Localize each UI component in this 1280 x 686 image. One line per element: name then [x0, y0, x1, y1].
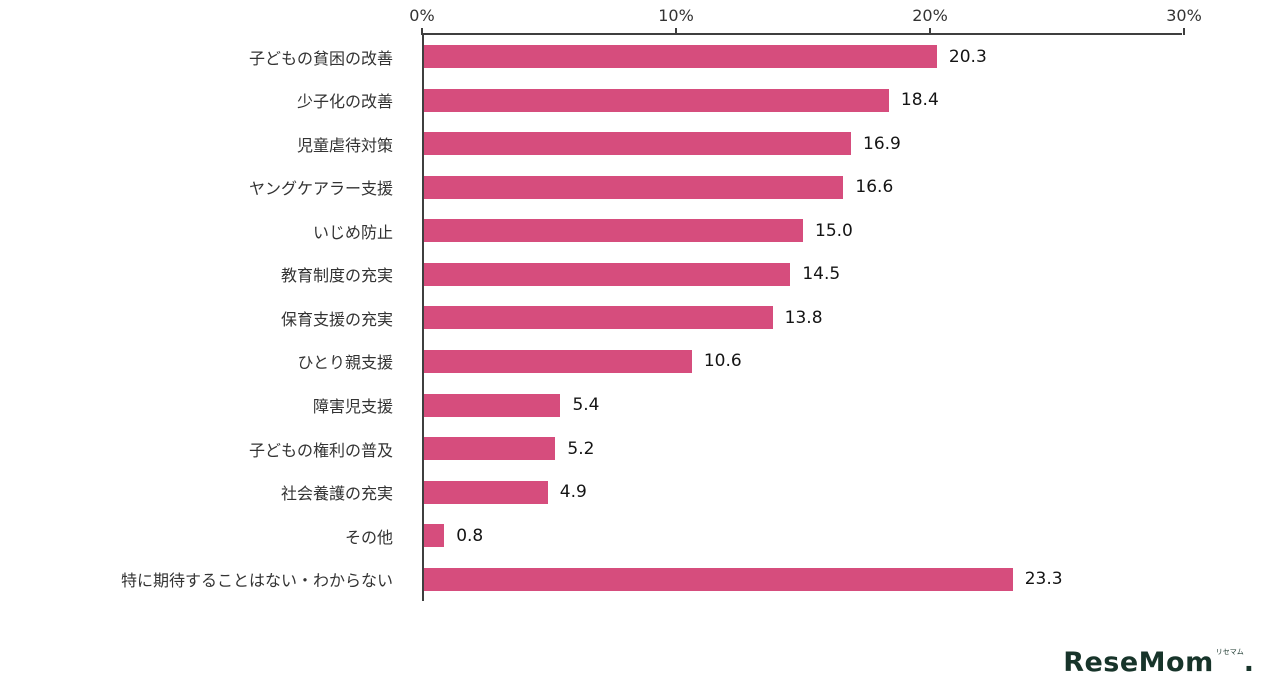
bar	[424, 262, 791, 286]
chart-row: 13.8	[424, 296, 1182, 340]
bar	[424, 480, 548, 504]
chart-row: 16.9	[424, 122, 1182, 166]
bar	[424, 393, 561, 417]
chart-row: 14.5	[424, 253, 1182, 297]
bar	[424, 349, 692, 373]
chart-row: 15.0	[424, 209, 1182, 253]
category-label: いじめ防止	[312, 222, 393, 242]
bar	[424, 88, 889, 112]
x-axis: 0% 10% 20% 30%	[409, 0, 1202, 35]
bar	[424, 567, 1013, 591]
bar-value-label: 13.8	[784, 307, 823, 328]
category-label: 教育制度の充実	[280, 266, 393, 286]
category-label: 特に期待することはない・わからない	[120, 571, 393, 591]
bar	[424, 306, 773, 330]
category-label: 子どもの貧困の改善	[248, 48, 393, 68]
x-tick-label: 30%	[1166, 6, 1202, 25]
resemom-logo-dot: .	[1243, 647, 1254, 678]
category-label: 保育支援の充実	[280, 309, 393, 329]
resemom-logo-text: ReseMom	[1063, 647, 1214, 678]
bar-value-label: 18.4	[900, 90, 939, 111]
category-label: ひとり親支援	[297, 353, 393, 373]
bar-value-label: 23.3	[1024, 569, 1063, 590]
chart-row: 5.4	[424, 383, 1182, 427]
bar	[424, 45, 937, 69]
category-label: その他	[344, 527, 393, 547]
category-label: 社会養護の充実	[280, 484, 393, 504]
x-tick-mark	[675, 28, 677, 35]
bar-value-label: 20.3	[948, 46, 987, 67]
x-tick-label: 10%	[658, 6, 694, 25]
chart-row: 18.4	[424, 79, 1182, 123]
chart-row: 16.6	[424, 166, 1182, 210]
bar-value-label: 14.5	[802, 264, 841, 285]
bar-value-label: 15.0	[815, 220, 853, 241]
bar-value-label: 5.2	[567, 438, 595, 459]
category-label: ヤングケアラー支援	[248, 179, 393, 199]
x-tick-mark	[1183, 28, 1185, 35]
bar	[424, 132, 851, 156]
bar-value-label: 0.8	[456, 525, 484, 546]
bar-value-label: 5.4	[572, 395, 600, 416]
bar-value-label: 10.6	[703, 351, 742, 372]
category-label: 児童虐待対策	[296, 135, 393, 155]
category-label: 障害児支援	[312, 397, 393, 417]
plot-area: 20.3 18.4 16.9 16.6 15.0 14.5 13.8 10.6 5.4 5.2 4.…	[422, 33, 1182, 601]
resemom-logo: ReseMom リセマム.	[1063, 647, 1254, 678]
bar	[424, 524, 445, 548]
category-label: 少子化の改善	[296, 92, 393, 112]
bar-value-label: 16.6	[855, 177, 894, 198]
category-label: 子どもの権利の普及	[248, 440, 393, 460]
x-tick-label: 0%	[409, 6, 435, 25]
chart-row: 5.2	[424, 427, 1182, 471]
bar-value-label: 16.9	[863, 133, 901, 154]
category-labels: 子どもの貧困の改善少子化の改善 児童虐待対策ヤングケアラー支援いじめ防止教育制度の…	[0, 35, 408, 601]
chart-row: 0.8	[424, 514, 1182, 558]
chart-row: 20.3	[424, 35, 1182, 79]
chart-row: 23.3	[424, 557, 1182, 601]
bar	[424, 175, 844, 199]
bar	[424, 437, 556, 461]
chart-row: 4.9	[424, 470, 1182, 514]
x-tick-label: 20%	[912, 6, 948, 25]
x-tick-mark	[929, 28, 931, 35]
resemom-logo-kana: リセマム	[1215, 648, 1244, 656]
x-tick-mark	[421, 28, 423, 35]
bar-value-label: 4.9	[559, 482, 587, 503]
chart-row: 10.6	[424, 340, 1182, 384]
bar	[424, 219, 803, 243]
